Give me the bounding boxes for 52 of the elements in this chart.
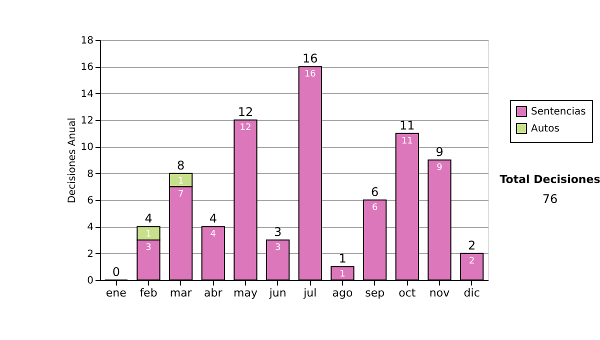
data-label: 9 xyxy=(436,163,443,173)
y-axis-title: Decisiones Anual xyxy=(66,118,78,204)
data-label: 4 xyxy=(210,230,216,240)
y-tick-label: 2 xyxy=(87,248,94,260)
x-tick-label: ago xyxy=(332,286,353,300)
x-tick-label: may xyxy=(234,286,258,300)
total-label: 3 xyxy=(274,225,282,239)
data-label: 3 xyxy=(274,243,281,253)
data-label: 1 xyxy=(146,230,152,240)
legend-label: Autos xyxy=(531,124,560,134)
x-tick-label: sep xyxy=(365,286,385,300)
total-label: 2 xyxy=(468,238,476,252)
x-tick-label: nov xyxy=(429,286,450,300)
x-tick-label: mar xyxy=(170,286,192,300)
data-label: 1 xyxy=(178,176,184,186)
total-label: 9 xyxy=(436,145,444,159)
x-tick-label: abr xyxy=(204,286,223,300)
y-tick-label: 8 xyxy=(87,168,94,180)
data-label: 12 xyxy=(240,123,252,133)
x-tick-label: jul xyxy=(302,286,317,300)
y-tick-label: 6 xyxy=(87,196,94,206)
total-label: 11 xyxy=(400,118,415,132)
x-tick-label: dic xyxy=(464,286,480,300)
total-label: 8 xyxy=(177,158,185,172)
x-tick-label: feb xyxy=(140,286,158,300)
y-tick-label: 14 xyxy=(80,88,94,100)
x-tick-label: jun xyxy=(268,286,286,300)
data-label: 2 xyxy=(468,256,475,266)
total-label: 1 xyxy=(338,252,346,266)
data-label: 11 xyxy=(401,136,413,146)
total-label: 16 xyxy=(302,52,318,66)
data-label: 3 xyxy=(146,243,152,253)
total-label: 12 xyxy=(238,105,254,119)
y-tick-label: 12 xyxy=(80,116,94,126)
data-label: 16 xyxy=(304,70,316,80)
x-tick-label: ene xyxy=(106,286,127,300)
data-label: 6 xyxy=(372,203,378,213)
data-label: 7 xyxy=(178,190,184,200)
y-tick-label: 10 xyxy=(80,142,94,154)
y-tick-label: 4 xyxy=(87,222,94,234)
text: Total Decisiones xyxy=(500,173,600,186)
data-label: 1 xyxy=(340,270,346,280)
total-label: 4 xyxy=(144,212,152,226)
total-label: 4 xyxy=(209,212,217,226)
total-label: 6 xyxy=(371,185,379,199)
total-label: 0 xyxy=(112,265,120,279)
text: 76 xyxy=(542,192,558,206)
y-tick-label: 16 xyxy=(80,62,94,74)
x-tick-label: oct xyxy=(398,286,416,300)
y-tick-label: 18 xyxy=(80,36,94,46)
y-tick-label: 0 xyxy=(87,276,94,286)
legend-label: Sentencias xyxy=(531,106,586,118)
